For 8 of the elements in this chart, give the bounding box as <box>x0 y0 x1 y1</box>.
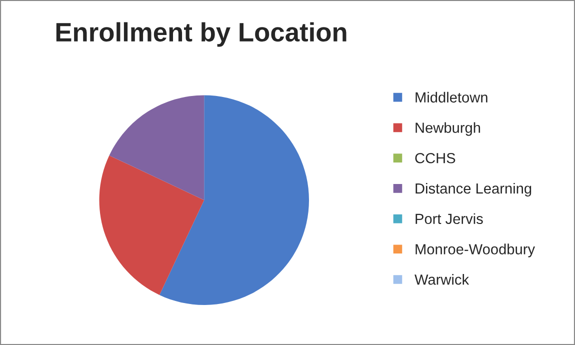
legend-label: Port Jervis <box>416 213 483 224</box>
chart-title: Enrollment by Location <box>56 22 346 47</box>
legend-label: CCHS <box>415 152 456 164</box>
legend-label: Newburgh <box>416 122 480 136</box>
legend-label: Warwick <box>414 274 470 285</box>
legend-label: Monroe-Woodbury <box>416 244 535 258</box>
legend-label: Middletown <box>416 92 488 103</box>
legend-label: Distance Learning <box>416 182 532 197</box>
